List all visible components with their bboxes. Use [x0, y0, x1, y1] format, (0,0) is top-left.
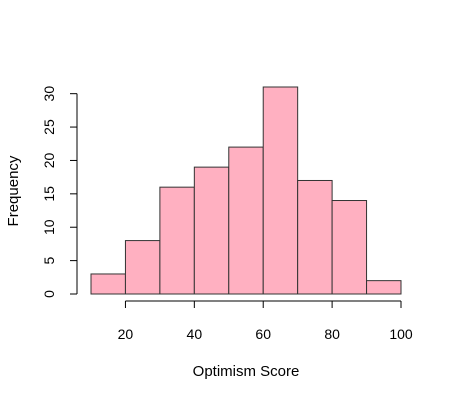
y-axis: 0 5 10 15 20 25 30 [41, 86, 78, 298]
y-axis-label: Frequency [5, 155, 22, 226]
x-tick-label-100: 100 [389, 326, 413, 342]
y-tick-label-20: 20 [41, 152, 57, 168]
histogram-bar-50-60 [228, 146, 264, 295]
histogram-bar-10-20 [90, 273, 126, 295]
histogram-bar-80-90 [331, 200, 368, 295]
y-tick-label-25: 25 [41, 119, 57, 135]
x-tick-label-80: 80 [324, 326, 340, 342]
histogram-bar-90-100 [366, 280, 402, 295]
y-tick-label-15: 15 [41, 186, 57, 202]
histogram-bar-30-40 [159, 186, 195, 295]
y-tick-label-10: 10 [41, 219, 57, 235]
bars-group [90, 86, 402, 295]
histogram-bar-60-70 [262, 86, 299, 295]
x-tick-label-20: 20 [118, 326, 134, 342]
y-tick-label-30: 30 [41, 86, 57, 102]
x-axis-label: Optimism Score [193, 363, 300, 380]
histogram-bar-20-30 [124, 240, 161, 295]
x-tick-label-40: 40 [187, 326, 203, 342]
y-tick-label-5: 5 [41, 257, 57, 265]
histogram-bar-40-50 [193, 166, 230, 295]
x-tick-label-60: 60 [255, 326, 271, 342]
histogram-bar-70-80 [297, 179, 333, 295]
y-tick-label-0: 0 [41, 290, 57, 298]
x-axis: 20 40 60 80 100 [118, 300, 413, 342]
